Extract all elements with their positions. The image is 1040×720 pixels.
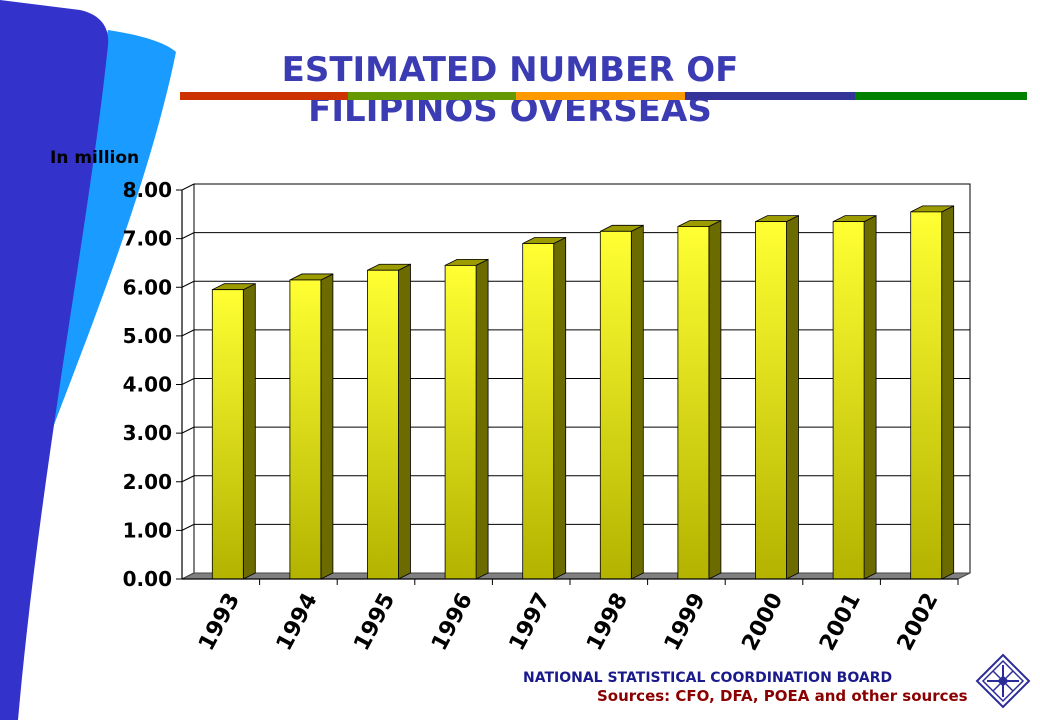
x-tick-label: 1999: [660, 589, 711, 655]
sources-note: Sources: CFO, DFA, POEA and other source…: [597, 687, 968, 705]
bar: [289, 279, 322, 580]
nscb-logo-icon: [975, 653, 1031, 709]
bar-side: [630, 224, 644, 580]
y-tick-label: 6.00: [123, 275, 172, 299]
bar-side: [398, 263, 411, 580]
bar-side: [786, 214, 799, 580]
x-tick-label: 1996: [427, 589, 478, 655]
x-tick-label: 2002: [893, 589, 944, 655]
bar-1999: [677, 219, 722, 580]
y-tick-label: 4.00: [123, 373, 172, 397]
bar-side: [863, 214, 877, 580]
bar-side: [708, 219, 722, 580]
title-stripe-segment: [855, 92, 1027, 100]
y-tick-label: 1.00: [123, 518, 172, 542]
bar: [599, 230, 632, 580]
bar: [832, 221, 865, 580]
y-tick-label: 5.00: [123, 324, 172, 348]
dark-blue-swoosh: [0, 0, 109, 720]
bar: [444, 264, 477, 580]
bar: [677, 226, 710, 580]
y-unit-label: In million: [50, 148, 140, 168]
y-tick-label: 8.00: [123, 178, 172, 202]
title-stripe-segment: [516, 92, 687, 100]
bar: [910, 211, 943, 580]
bar: [367, 269, 399, 580]
bar-side: [242, 283, 256, 580]
bar-1994: [289, 273, 334, 580]
x-tick-label: 1997: [505, 589, 556, 655]
title-stripe-segment: [685, 92, 857, 100]
y-tick-label: 7.00: [123, 227, 172, 251]
gridline-side: [181, 475, 195, 483]
bar-1996: [444, 258, 489, 580]
title-stripe-segment: [180, 92, 350, 100]
bar-1995: [367, 263, 411, 580]
gridline-side: [181, 280, 195, 288]
bar-2002: [910, 205, 955, 580]
y-tick-label: 0.00: [123, 567, 172, 591]
bar: [522, 243, 555, 580]
x-tick-label: 2001: [815, 589, 866, 655]
x-tick-label: 2000: [737, 589, 788, 655]
y-tick-label: 2.00: [123, 470, 172, 494]
bar: [755, 221, 787, 580]
x-tick-label: 1998: [582, 589, 633, 655]
bar-1997: [522, 236, 567, 580]
title-stripe-segment: [348, 92, 518, 100]
gridline-side: [181, 232, 195, 240]
gridline-side: [181, 426, 195, 434]
x-tick-label: 1994: [272, 589, 323, 655]
gridline-side: [181, 378, 195, 385]
bar-side: [941, 205, 955, 580]
bar-side: [475, 258, 489, 580]
gridline-side: [181, 523, 195, 531]
footer-org: NATIONAL STATISTICAL COORDINATION BOARD: [523, 670, 893, 686]
bar-1998: [599, 224, 644, 580]
x-tick-label: 1993: [194, 589, 245, 655]
bar-side: [553, 236, 567, 580]
x-tick-label: 1995: [349, 589, 400, 655]
light-blue-swoosh: [51, 30, 176, 430]
title-line-1: ESTIMATED NUMBER OF: [281, 50, 739, 90]
bar-2000: [755, 214, 799, 580]
bar-2001: [832, 214, 877, 580]
bar-1993: [211, 283, 256, 580]
gridline-side: [181, 329, 195, 337]
bar-side: [320, 273, 334, 580]
y-tick-label: 3.00: [123, 421, 172, 445]
gridline-side: [181, 183, 195, 191]
bar: [211, 289, 244, 580]
